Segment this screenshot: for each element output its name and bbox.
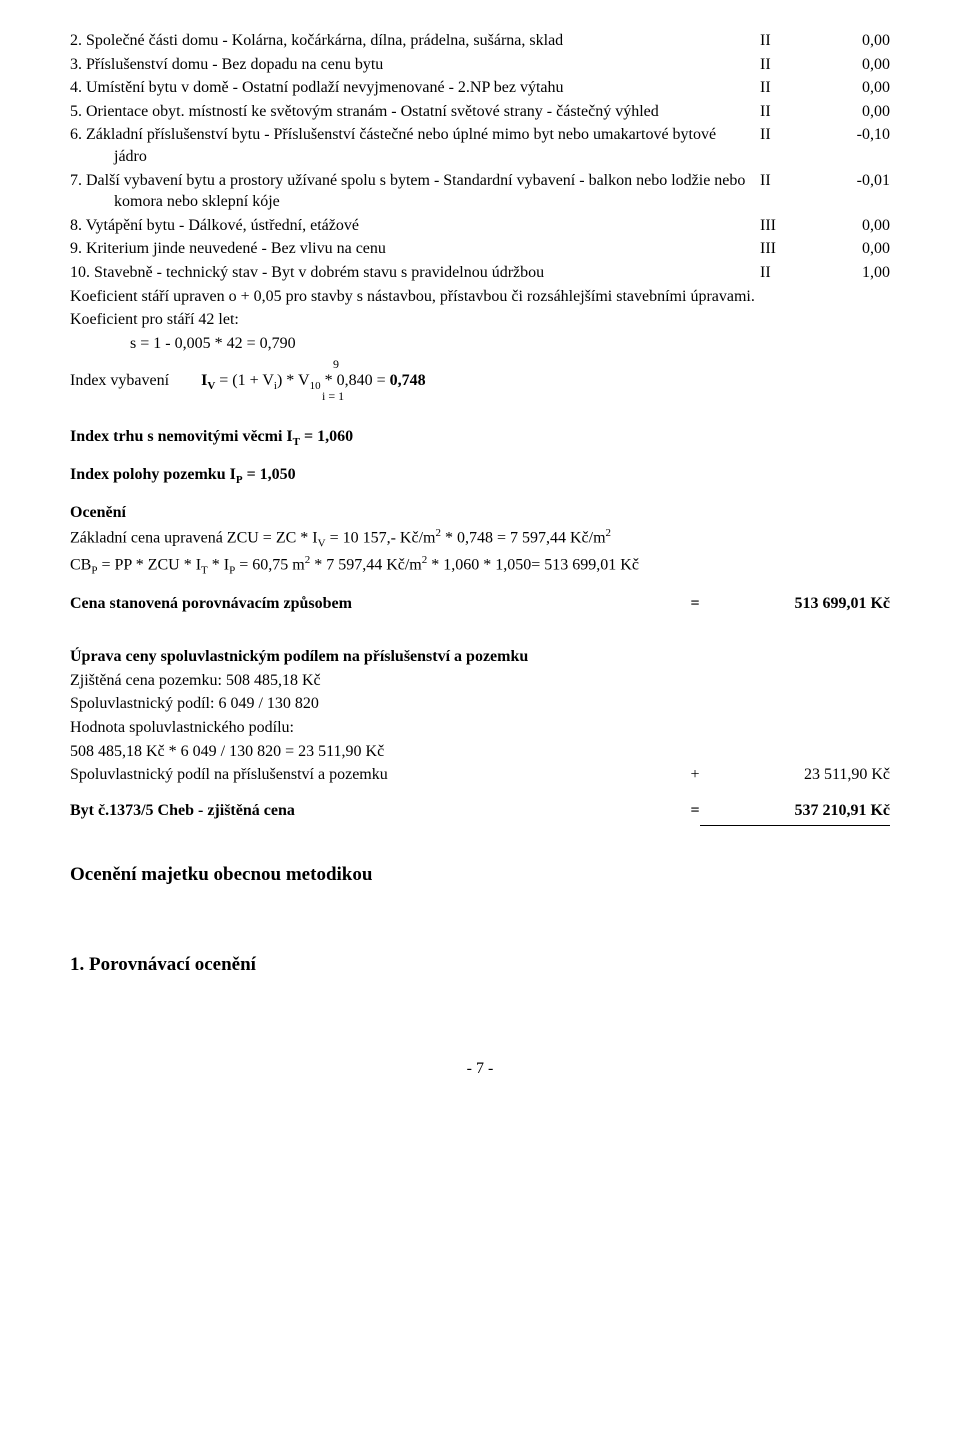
- item-text: 4. Umístění bytu v domě - Ostatní podlaž…: [70, 77, 760, 99]
- s-formula: s = 1 - 0,005 * 42 = 0,790: [70, 333, 890, 355]
- underline-rule: [700, 825, 890, 826]
- u2: Spoluvlastnický podíl: 6 049 / 130 820: [70, 693, 890, 715]
- iv-result: * 0,840 =: [321, 372, 390, 389]
- cena-val: 513 699,01 Kč: [720, 593, 890, 615]
- item-col-b: 0,00: [820, 238, 890, 260]
- item-col-a: II: [760, 170, 820, 192]
- list-item: 2. Společné části domu - Kolárna, kočárk…: [70, 30, 890, 52]
- sub-10: 10: [310, 381, 321, 393]
- u5-val: 23 511,90 Kč: [720, 764, 890, 786]
- iv-label: Index vybavení: [70, 372, 169, 389]
- item-text: 8. Vytápění bytu - Dálkové, ústřední, et…: [70, 215, 760, 237]
- koef-note-1: Koeficient stáří upraven o + 0,05 pro st…: [70, 286, 890, 308]
- item-text: 5. Orientace obyt. místností ke světovým…: [70, 101, 760, 123]
- iv-value: 0,748: [390, 372, 426, 389]
- item-col-a: III: [760, 238, 820, 260]
- cena-eq: =: [670, 593, 720, 615]
- iv-tail: ) * V: [277, 372, 310, 389]
- iv-formula-1: = (1 + V: [219, 372, 274, 389]
- item-col-b: 0,00: [820, 30, 890, 52]
- item-text: 2. Společné části domu - Kolárna, kočárk…: [70, 30, 760, 52]
- item-col-a: II: [760, 54, 820, 76]
- item-col-b: 0,00: [820, 54, 890, 76]
- item-col-b: 0,00: [820, 77, 890, 99]
- list-item: 7. Další vybavení bytu a prostory užívan…: [70, 170, 890, 213]
- oceneni-heading: Ocenění: [70, 502, 890, 524]
- item-col-a: III: [760, 215, 820, 237]
- u5-row: Spoluvlastnický podíl na příslušenství a…: [70, 764, 890, 786]
- index-trhu: Index trhu s nemovitými věcmi IT = 1,060: [70, 426, 890, 450]
- index-vybaveni-line: 9 Index vybavení IV = (1 + Vi) * V10 * 0…: [70, 360, 890, 406]
- item-col-b: 0,00: [820, 215, 890, 237]
- koef-note-2: Koeficient pro stáří 42 let:: [70, 309, 890, 331]
- item-col-b: -0,10: [820, 124, 890, 146]
- cena-row: Cena stanovená porovnávacím způsobem = 5…: [70, 593, 890, 615]
- item-col-b: 1,00: [820, 262, 890, 284]
- item-col-b: -0,01: [820, 170, 890, 192]
- list-item: 8. Vytápění bytu - Dálkové, ústřední, et…: [70, 215, 890, 237]
- item-col-a: II: [760, 30, 820, 52]
- porov-heading: 1. Porovnávací ocenění: [70, 952, 890, 978]
- byt-row: Byt č.1373/5 Cheb - zjištěná cena = 537 …: [70, 800, 890, 822]
- item-text: 10. Stavebně - technický stav - Byt v do…: [70, 262, 760, 284]
- u3: Hodnota spoluvlastnického podílu:: [70, 717, 890, 739]
- item-text: 6. Základní příslušenství bytu - Přísluš…: [70, 124, 760, 167]
- page-footer: - 7 -: [70, 1058, 890, 1080]
- index-polohy: Index polohy pozemku IP = 1,050: [70, 464, 890, 488]
- uprava-heading: Úprava ceny spoluvlastnickým podílem na …: [70, 646, 890, 668]
- item-col-a: II: [760, 124, 820, 146]
- cena-label: Cena stanovená porovnávacím způsobem: [70, 593, 670, 615]
- page: 2. Společné části domu - Kolárna, kočárk…: [0, 0, 960, 1119]
- u4: 508 485,18 Kč * 6 049 / 130 820 = 23 511…: [70, 741, 890, 763]
- u5-eq: +: [670, 764, 720, 786]
- item-list: 2. Společné části domu - Kolárna, kočárk…: [70, 30, 890, 284]
- byt-label: Byt č.1373/5 Cheb - zjištěná cena: [70, 800, 670, 822]
- list-item: 6. Základní příslušenství bytu - Přísluš…: [70, 124, 890, 167]
- iv-symbol: IV: [201, 372, 215, 389]
- item-col-a: II: [760, 262, 820, 284]
- item-col-b: 0,00: [820, 101, 890, 123]
- u1: Zjištěná cena pozemku: 508 485,18 Kč: [70, 670, 890, 692]
- sigma-bot: i = 1: [322, 388, 344, 404]
- list-item: 3. Příslušenství domu - Bez dopadu na ce…: [70, 54, 890, 76]
- item-col-a: II: [760, 101, 820, 123]
- item-text: 3. Příslušenství domu - Bez dopadu na ce…: [70, 54, 760, 76]
- cb-line: CBP = PP * ZCU * IT * IP = 60,75 m2 * 7 …: [70, 553, 890, 578]
- item-col-a: II: [760, 77, 820, 99]
- metodika-heading: Ocenění majetku obecnou metodikou: [70, 862, 890, 888]
- list-item: 5. Orientace obyt. místností ke světovým…: [70, 101, 890, 123]
- list-item: 4. Umístění bytu v domě - Ostatní podlaž…: [70, 77, 890, 99]
- u5-label: Spoluvlastnický podíl na příslušenství a…: [70, 764, 670, 786]
- byt-val: 537 210,91 Kč: [720, 800, 890, 822]
- item-text: 7. Další vybavení bytu a prostory užívan…: [70, 170, 760, 213]
- byt-eq: =: [670, 800, 720, 822]
- list-item: 10. Stavebně - technický stav - Byt v do…: [70, 262, 890, 284]
- zcu-line: Základní cena upravená ZCU = ZC * IV = 1…: [70, 526, 890, 551]
- item-text: 9. Kriterium jinde neuvedené - Bez vlivu…: [70, 238, 760, 260]
- list-item: 9. Kriterium jinde neuvedené - Bez vlivu…: [70, 238, 890, 260]
